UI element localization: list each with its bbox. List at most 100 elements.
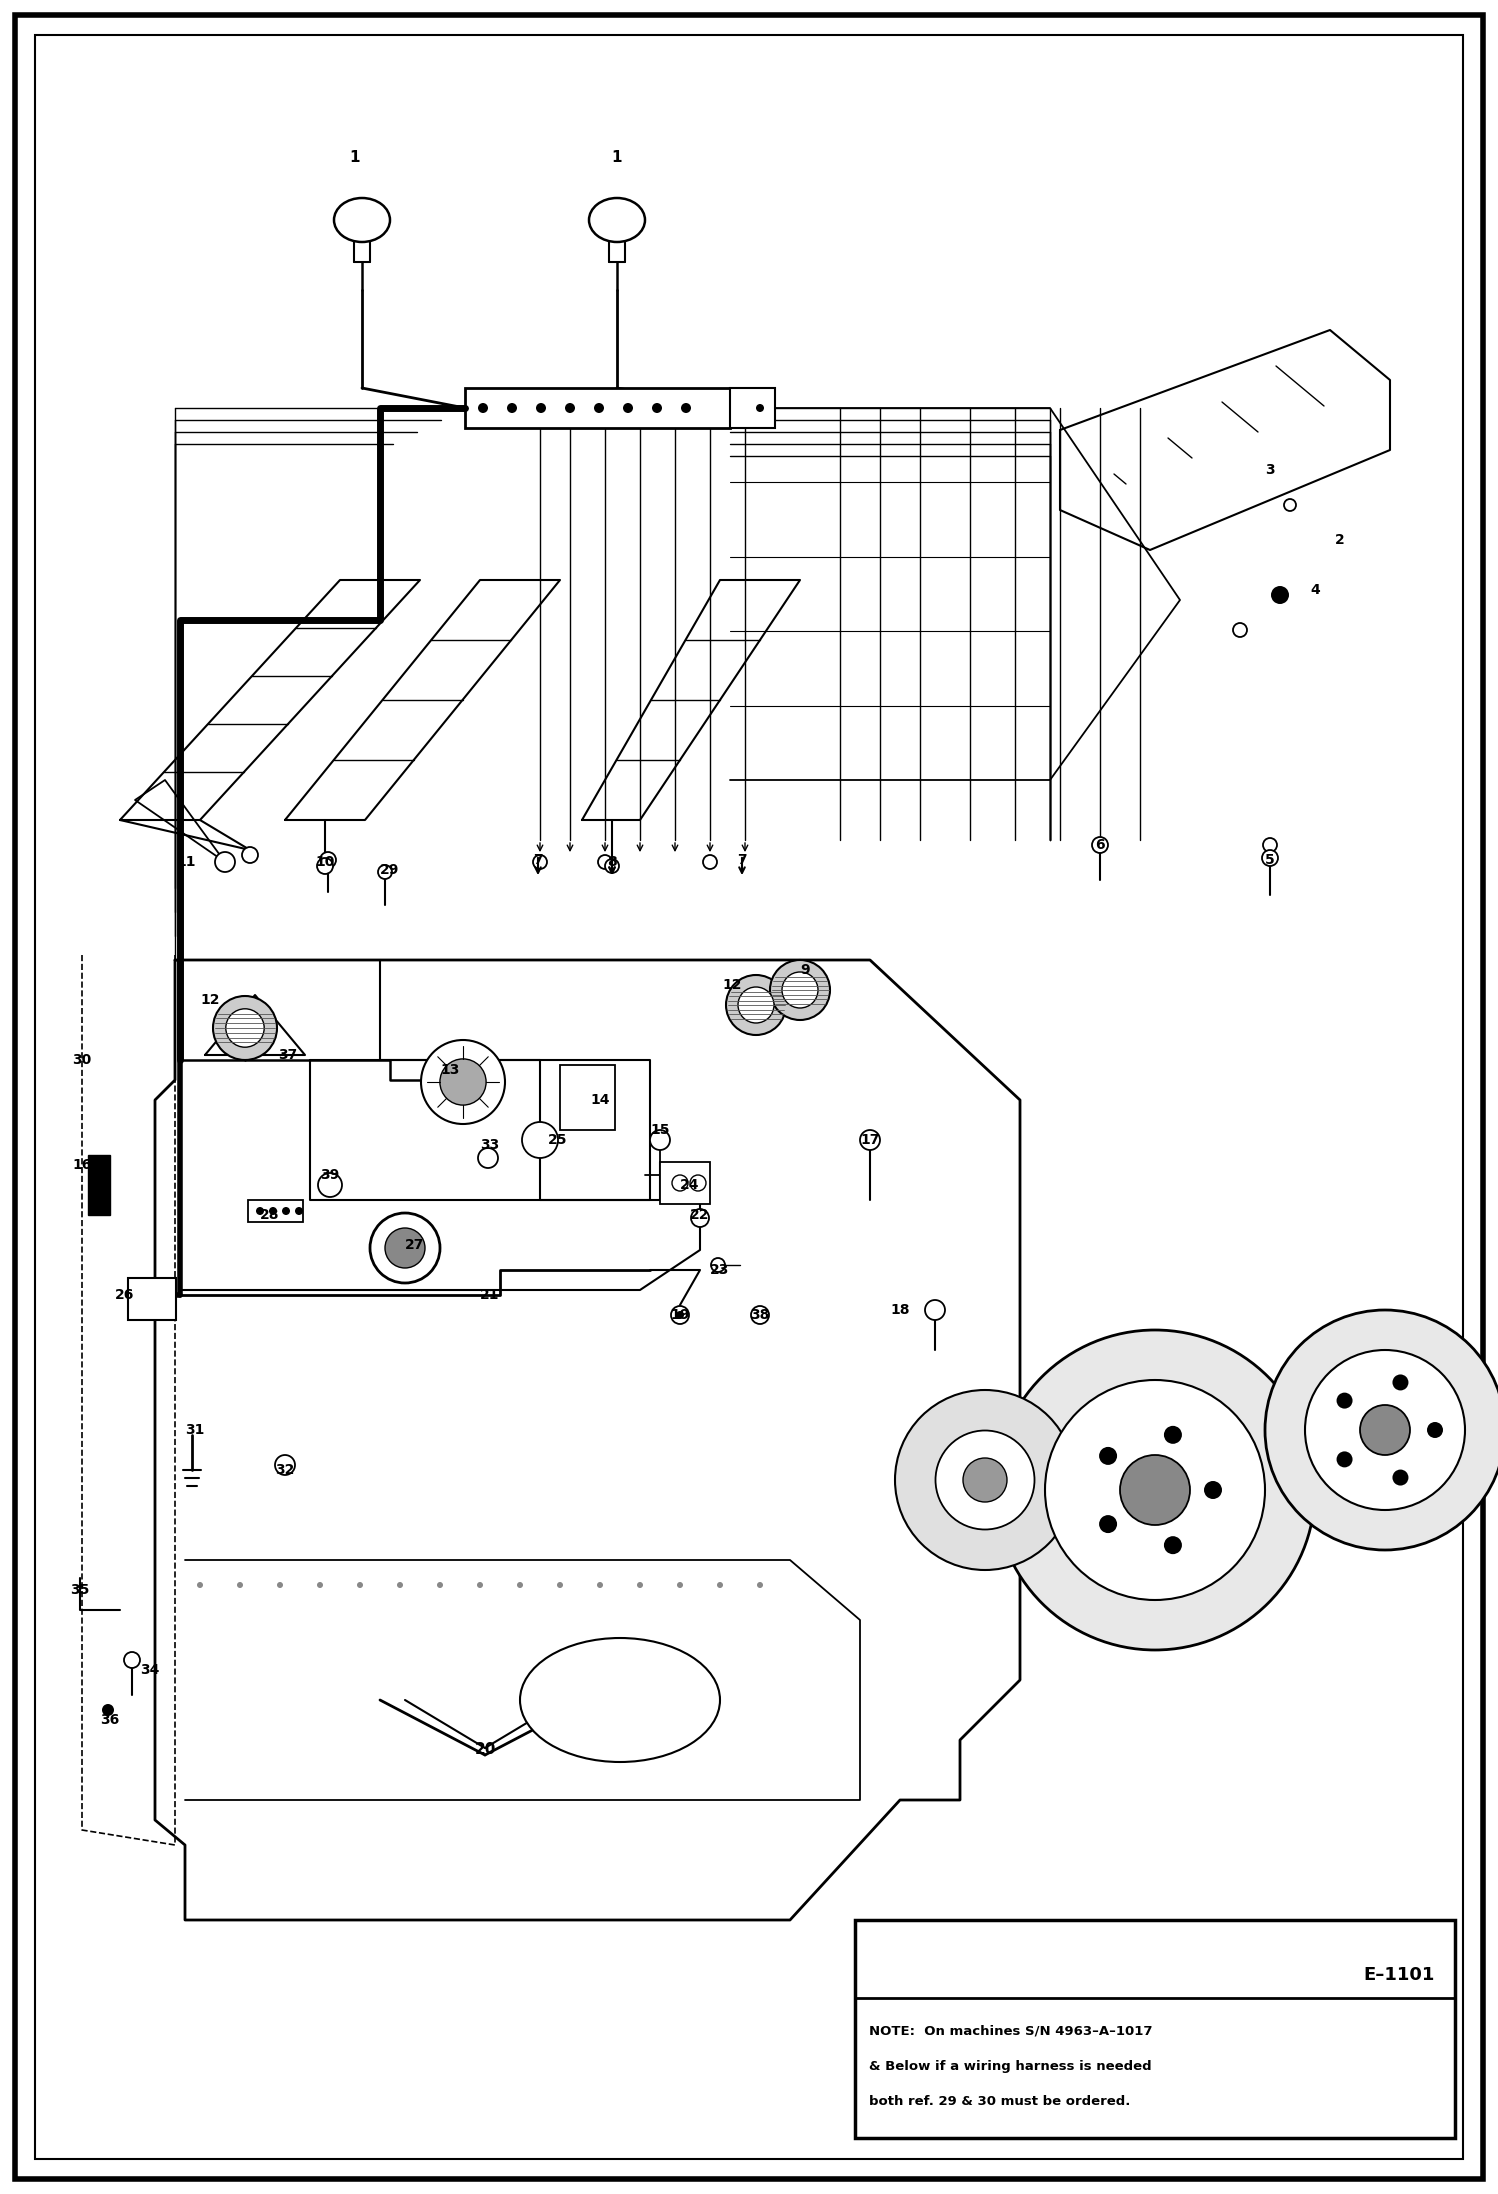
- Circle shape: [598, 856, 613, 869]
- Text: 23: 23: [710, 1264, 730, 1277]
- Circle shape: [756, 404, 764, 412]
- Circle shape: [652, 404, 662, 412]
- Text: 33: 33: [481, 1139, 500, 1152]
- Text: 4: 4: [1311, 584, 1320, 597]
- Text: 8: 8: [607, 856, 617, 869]
- Text: 13: 13: [440, 1064, 460, 1077]
- Circle shape: [321, 851, 336, 869]
- Bar: [560, 1064, 616, 1130]
- Circle shape: [691, 1209, 709, 1226]
- Ellipse shape: [520, 1639, 721, 1762]
- Text: 6: 6: [1095, 838, 1106, 851]
- Circle shape: [476, 1582, 482, 1588]
- Circle shape: [1336, 1393, 1353, 1409]
- Text: 12: 12: [722, 979, 742, 992]
- Text: 25: 25: [548, 1132, 568, 1147]
- Text: 39: 39: [321, 1167, 340, 1183]
- Circle shape: [1164, 1426, 1182, 1444]
- Circle shape: [1336, 1452, 1353, 1468]
- Bar: [88, 1154, 109, 1215]
- Circle shape: [1100, 1446, 1118, 1466]
- Text: 7: 7: [533, 853, 542, 867]
- Circle shape: [677, 1582, 683, 1588]
- Circle shape: [1393, 1470, 1408, 1485]
- Circle shape: [237, 1582, 243, 1588]
- Circle shape: [421, 1040, 505, 1123]
- Text: 27: 27: [406, 1237, 425, 1253]
- Circle shape: [676, 1312, 685, 1319]
- Circle shape: [595, 404, 604, 412]
- Circle shape: [650, 1130, 670, 1150]
- Circle shape: [727, 974, 786, 1036]
- Circle shape: [533, 856, 547, 869]
- Circle shape: [1204, 1481, 1222, 1499]
- Circle shape: [377, 864, 392, 880]
- Circle shape: [671, 1305, 689, 1323]
- Circle shape: [1092, 836, 1109, 853]
- Circle shape: [1094, 838, 1107, 851]
- Circle shape: [124, 1652, 139, 1667]
- Circle shape: [770, 961, 830, 1020]
- Circle shape: [605, 860, 619, 873]
- Text: 29: 29: [380, 862, 400, 878]
- Text: 28: 28: [261, 1209, 280, 1222]
- Circle shape: [756, 1582, 762, 1588]
- Circle shape: [295, 1207, 303, 1215]
- Text: 16: 16: [72, 1158, 91, 1172]
- Ellipse shape: [334, 197, 389, 241]
- Circle shape: [198, 1582, 204, 1588]
- Circle shape: [1284, 498, 1296, 511]
- Text: 9: 9: [800, 963, 810, 976]
- Circle shape: [1164, 1536, 1182, 1553]
- Circle shape: [243, 847, 258, 862]
- Circle shape: [712, 1257, 725, 1273]
- Text: 22: 22: [691, 1209, 710, 1222]
- Circle shape: [860, 1130, 879, 1150]
- Text: 37: 37: [279, 1049, 298, 1062]
- Circle shape: [318, 1582, 324, 1588]
- Text: & Below if a wiring harness is needed: & Below if a wiring harness is needed: [869, 2060, 1152, 2073]
- Circle shape: [226, 1009, 264, 1047]
- Circle shape: [691, 1176, 706, 1191]
- Circle shape: [282, 1207, 291, 1215]
- Text: 11: 11: [177, 856, 196, 869]
- Circle shape: [521, 1121, 557, 1158]
- Circle shape: [276, 1455, 295, 1474]
- Text: 35: 35: [70, 1584, 90, 1597]
- Circle shape: [565, 404, 575, 412]
- Circle shape: [1263, 838, 1276, 851]
- Circle shape: [506, 404, 517, 412]
- Circle shape: [782, 972, 818, 1007]
- Circle shape: [1233, 623, 1246, 636]
- Text: both ref. 29 & 30 must be ordered.: both ref. 29 & 30 must be ordered.: [869, 2095, 1131, 2108]
- Circle shape: [256, 1207, 264, 1215]
- Circle shape: [1428, 1422, 1443, 1437]
- Circle shape: [102, 1705, 114, 1716]
- Bar: [661, 1163, 710, 1205]
- Bar: [855, 1920, 1455, 2137]
- Bar: [464, 388, 730, 428]
- Circle shape: [318, 1174, 342, 1198]
- Circle shape: [1264, 1310, 1498, 1549]
- Text: 18: 18: [890, 1303, 909, 1316]
- Circle shape: [598, 1582, 604, 1588]
- Text: 15: 15: [650, 1123, 670, 1136]
- Circle shape: [517, 1582, 523, 1588]
- Text: 3: 3: [1266, 463, 1275, 476]
- Text: 5: 5: [1266, 853, 1275, 867]
- Circle shape: [1305, 1349, 1465, 1509]
- Circle shape: [478, 1147, 497, 1167]
- Text: 38: 38: [750, 1308, 770, 1323]
- Circle shape: [213, 996, 277, 1060]
- Circle shape: [1393, 1373, 1408, 1391]
- Text: 17: 17: [860, 1132, 879, 1147]
- Text: 32: 32: [276, 1463, 295, 1477]
- Circle shape: [1100, 1516, 1118, 1534]
- Circle shape: [682, 404, 691, 412]
- Circle shape: [357, 1582, 363, 1588]
- Text: 19: 19: [670, 1308, 689, 1323]
- Text: 10: 10: [315, 856, 334, 869]
- Text: 24: 24: [680, 1178, 700, 1191]
- Circle shape: [270, 1207, 277, 1215]
- Text: 34: 34: [141, 1663, 160, 1676]
